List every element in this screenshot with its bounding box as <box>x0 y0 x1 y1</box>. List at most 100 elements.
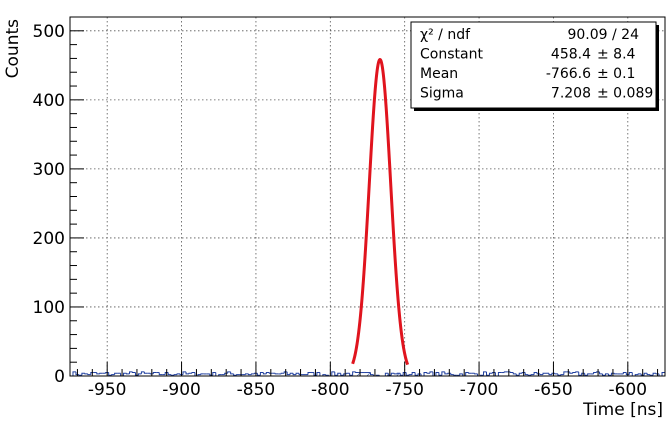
histogram-bin <box>518 372 523 376</box>
histogram-bin <box>411 372 416 375</box>
histogram-bin <box>81 372 85 376</box>
histogram-bin <box>429 371 433 374</box>
y-tick-label: 200 <box>33 229 65 249</box>
fit-curve <box>351 58 410 366</box>
histogram-bin <box>131 371 136 374</box>
histogram-bin <box>563 371 567 375</box>
histogram-bin <box>167 372 172 376</box>
histogram-bin <box>316 372 320 376</box>
histogram-bin <box>152 372 157 374</box>
histogram-bin <box>607 373 612 376</box>
histogram-bin <box>108 372 112 376</box>
histogram-bin <box>587 373 591 376</box>
histogram-bin <box>643 372 648 376</box>
histogram-bin <box>129 371 133 374</box>
histogram-bin <box>292 373 297 376</box>
histogram-bin <box>185 371 189 375</box>
histogram-bin <box>459 373 463 376</box>
histogram-bin <box>191 372 195 374</box>
stats-row-name: Mean <box>420 66 458 82</box>
histogram-bin <box>158 372 163 376</box>
histogram-bin <box>468 372 472 374</box>
y-tick-label: 300 <box>33 160 65 180</box>
stats-row-error: ± 0.1 <box>597 66 635 82</box>
histogram-bin <box>652 372 657 376</box>
histogram-bin <box>337 372 341 376</box>
x-tick-label: -750 <box>385 380 424 400</box>
histogram-bin <box>96 372 100 375</box>
histogram-bin <box>274 373 279 375</box>
histogram-bin <box>593 372 597 374</box>
histogram-bin <box>637 373 642 375</box>
histogram-bin <box>248 373 252 376</box>
x-tick-label: -850 <box>237 380 276 400</box>
histogram-bin <box>450 373 454 376</box>
histogram-bin <box>483 371 487 376</box>
histogram-bin <box>405 372 410 376</box>
histogram-bin <box>346 372 350 374</box>
histogram-bin <box>557 373 561 376</box>
histogram-bin <box>355 371 359 374</box>
histogram-bin <box>143 371 148 374</box>
histogram-bin <box>408 374 413 376</box>
histogram-bin <box>438 372 442 376</box>
x-tick-label: -900 <box>162 380 201 400</box>
histogram-bin <box>554 373 558 375</box>
stats-row-value: -766.6 <box>546 66 591 82</box>
histogram-bin <box>280 372 285 374</box>
histogram-bin <box>530 374 535 376</box>
histogram-bin <box>84 373 88 375</box>
histogram-bin <box>613 373 618 375</box>
histogram-bin <box>259 372 264 376</box>
histogram-bin <box>575 371 579 373</box>
histogram-bin <box>569 371 573 374</box>
histogram-bin <box>325 374 329 376</box>
histogram-bin <box>137 373 142 376</box>
histogram-bin <box>256 373 261 376</box>
histogram-bin <box>170 374 175 376</box>
histogram-bin <box>539 373 544 376</box>
histogram-bin <box>649 374 654 376</box>
histogram-bin <box>527 374 532 376</box>
histogram-bin <box>393 373 398 375</box>
histogram-bin <box>87 373 91 376</box>
histogram-bin <box>602 373 606 376</box>
histogram-bin <box>78 374 82 376</box>
x-tick-label: -650 <box>534 380 573 400</box>
x-tick-label: -700 <box>460 380 499 400</box>
histogram-bin <box>572 372 576 374</box>
histogram-bin <box>497 372 502 376</box>
histogram-bin <box>524 372 529 376</box>
y-tick-label: 500 <box>33 22 65 42</box>
histogram-bin <box>390 372 395 376</box>
axes <box>69 16 666 377</box>
histogram-bin <box>578 371 582 376</box>
histogram-bin <box>465 372 469 376</box>
histogram-bin <box>533 372 538 375</box>
fit-stats-box: χ² / ndf 90.09 / 24 Constant 458.4 ± 8.4 Mean… <box>410 21 659 111</box>
histogram-bin <box>488 372 493 376</box>
histogram-bin <box>233 373 237 376</box>
histogram-bin <box>384 372 389 376</box>
histogram-bin <box>426 372 430 374</box>
histogram-bin <box>349 373 353 376</box>
histogram-bin <box>123 372 127 376</box>
histogram-bin <box>250 373 255 375</box>
histogram-bin <box>548 373 552 376</box>
y-tick-label: 100 <box>33 298 65 318</box>
histogram-bin <box>230 371 234 375</box>
stats-row-error: ± 0.089 <box>597 86 653 102</box>
histogram-bin <box>423 372 427 376</box>
x-tick-label: -600 <box>609 380 648 400</box>
histogram-bin <box>646 373 651 376</box>
histogram-bin <box>414 372 419 376</box>
histogram-bin <box>453 374 457 376</box>
histogram-bin <box>340 373 344 376</box>
histogram-bin <box>114 372 118 375</box>
histogram-bin <box>188 372 192 374</box>
histogram-bin <box>628 372 633 375</box>
histogram-bin <box>236 374 240 376</box>
histogram-bin <box>396 372 401 374</box>
x-tick-label: -800 <box>311 380 350 400</box>
